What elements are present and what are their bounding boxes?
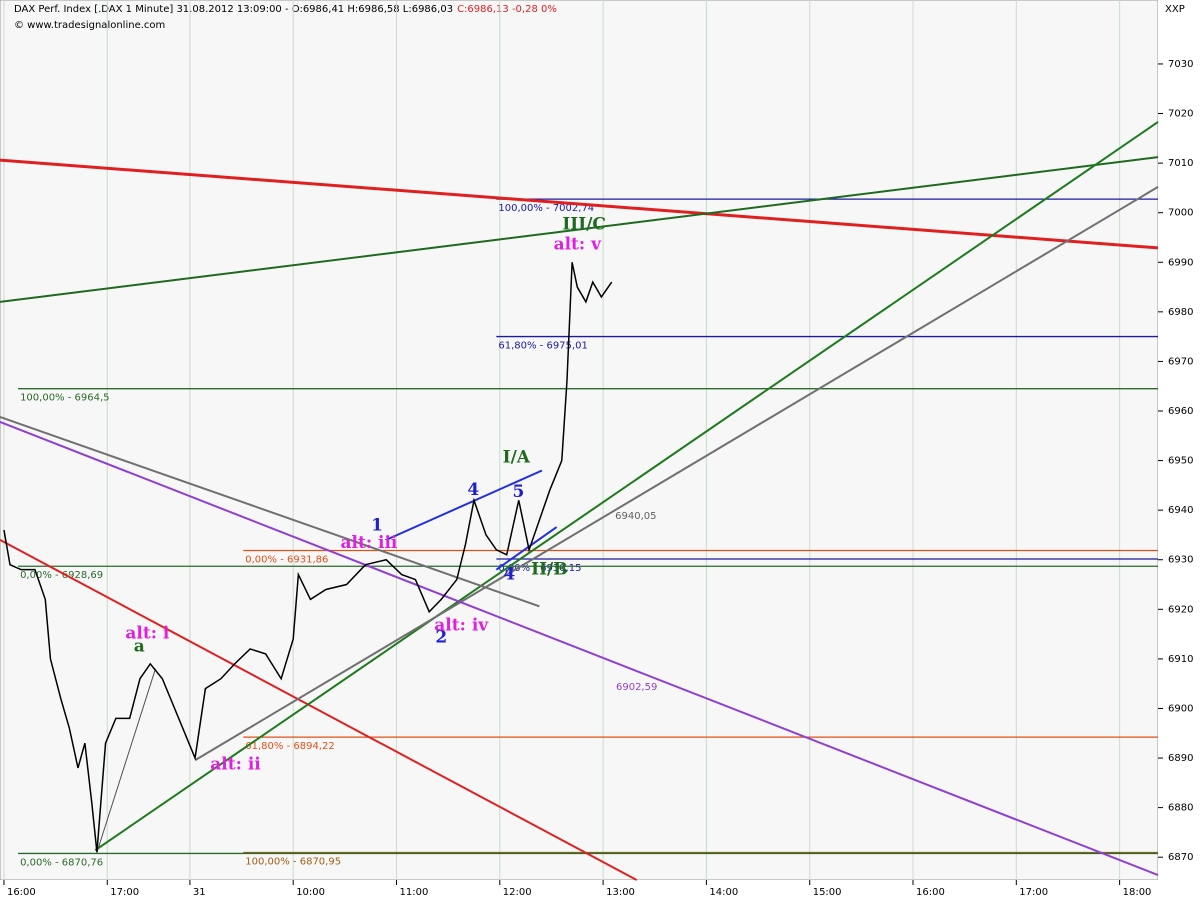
- annotation: alt: i: [125, 624, 170, 644]
- y-tick-label: 6890: [1168, 753, 1193, 764]
- trend-line: [0, 156, 1159, 303]
- y-tick-label: 7030: [1168, 59, 1193, 70]
- y-tick-label: 6870: [1168, 852, 1193, 863]
- trend-line: [0, 539, 638, 881]
- annotation: 4: [467, 480, 479, 500]
- annotation: alt: v: [554, 234, 603, 254]
- x-tick-label: 17:00: [110, 887, 139, 898]
- annotation: 6902,59: [616, 682, 657, 693]
- level-label: 61,80% - 6975,01: [498, 341, 587, 352]
- y-tick-label: 6970: [1168, 356, 1193, 367]
- annotation: alt: iii: [341, 533, 398, 553]
- y-tick-label: 6930: [1168, 555, 1193, 566]
- y-tick-label: 6920: [1168, 604, 1193, 615]
- annotation: I/A: [503, 448, 531, 468]
- annotation: 4: [503, 565, 515, 585]
- x-tick-label: 16:00: [916, 887, 945, 898]
- trend-line: [96, 668, 156, 853]
- y-tick-label: 6880: [1168, 803, 1193, 814]
- y-tick-label: 7010: [1168, 158, 1193, 169]
- level-label: 0,00% - 6870,76: [20, 857, 103, 868]
- axis-panel: [1158, 0, 1200, 900]
- annotation: 1: [371, 516, 383, 536]
- x-tick-label: 18:00: [1123, 887, 1152, 898]
- x-tick-label: 15:00: [813, 887, 842, 898]
- y-tick-label: 6990: [1168, 257, 1193, 268]
- annotation: alt: iv: [434, 616, 489, 636]
- x-tick-label: 11:00: [400, 887, 429, 898]
- x-tick-label: 13:00: [606, 887, 635, 898]
- y-tick-label: 6910: [1168, 654, 1193, 665]
- y-tick-label: 7000: [1168, 208, 1193, 219]
- trend-line: [385, 469, 543, 541]
- x-tick-label: 31: [193, 887, 206, 898]
- chart-title: DAX Perf. Index [.DAX 1 Minute] 31.08.20…: [14, 4, 453, 15]
- annotation: 6940,05: [615, 511, 656, 522]
- plot-area: [0, 0, 1159, 881]
- axis-panel: [0, 880, 1158, 900]
- annotation: 5: [512, 482, 524, 502]
- y-tick-label: 6960: [1168, 406, 1193, 417]
- axis-code: XXP: [1165, 4, 1185, 15]
- trend-line: [0, 158, 1159, 250]
- level-label: 100,00% - 7002,74: [498, 203, 594, 214]
- trend-line: [0, 420, 1159, 876]
- annotation: II/B: [531, 560, 567, 580]
- annotation: 2: [435, 628, 447, 648]
- y-tick-label: 7020: [1168, 109, 1193, 120]
- annotation: alt: ii: [210, 754, 261, 774]
- y-tick-label: 6940: [1168, 505, 1193, 516]
- x-tick-label: 14:00: [709, 887, 738, 898]
- trend-line: [194, 186, 1159, 761]
- trend-line: [94, 121, 1159, 852]
- level-label: 0,00% - 6930,15: [498, 563, 581, 574]
- trend-line: [0, 416, 540, 608]
- annotation: III/C: [562, 215, 606, 235]
- x-tick-label: 17:00: [1019, 887, 1048, 898]
- trend-line: [495, 526, 558, 571]
- level-label: 0,00% - 6931,86: [245, 555, 328, 566]
- y-tick-label: 6900: [1168, 703, 1193, 714]
- quote-change: C:6986,13 -0,28 0%: [457, 4, 557, 15]
- level-label: 0,00% - 6928,69: [20, 570, 103, 581]
- x-tick-label: 10:00: [296, 887, 325, 898]
- level-label: 100,00% - 6870,95: [245, 856, 341, 867]
- level-label: 61,80% - 6894,22: [245, 741, 334, 752]
- level-label: 100,00% - 6964,5: [20, 393, 109, 404]
- y-tick-label: 6980: [1168, 307, 1193, 318]
- source: © www.tradesignalonline.com: [14, 20, 165, 31]
- x-tick-label: 16:00: [7, 887, 36, 898]
- y-tick-label: 6950: [1168, 456, 1193, 467]
- price-line: [3, 262, 613, 853]
- annotation: a: [134, 636, 145, 656]
- x-tick-label: 12:00: [503, 887, 532, 898]
